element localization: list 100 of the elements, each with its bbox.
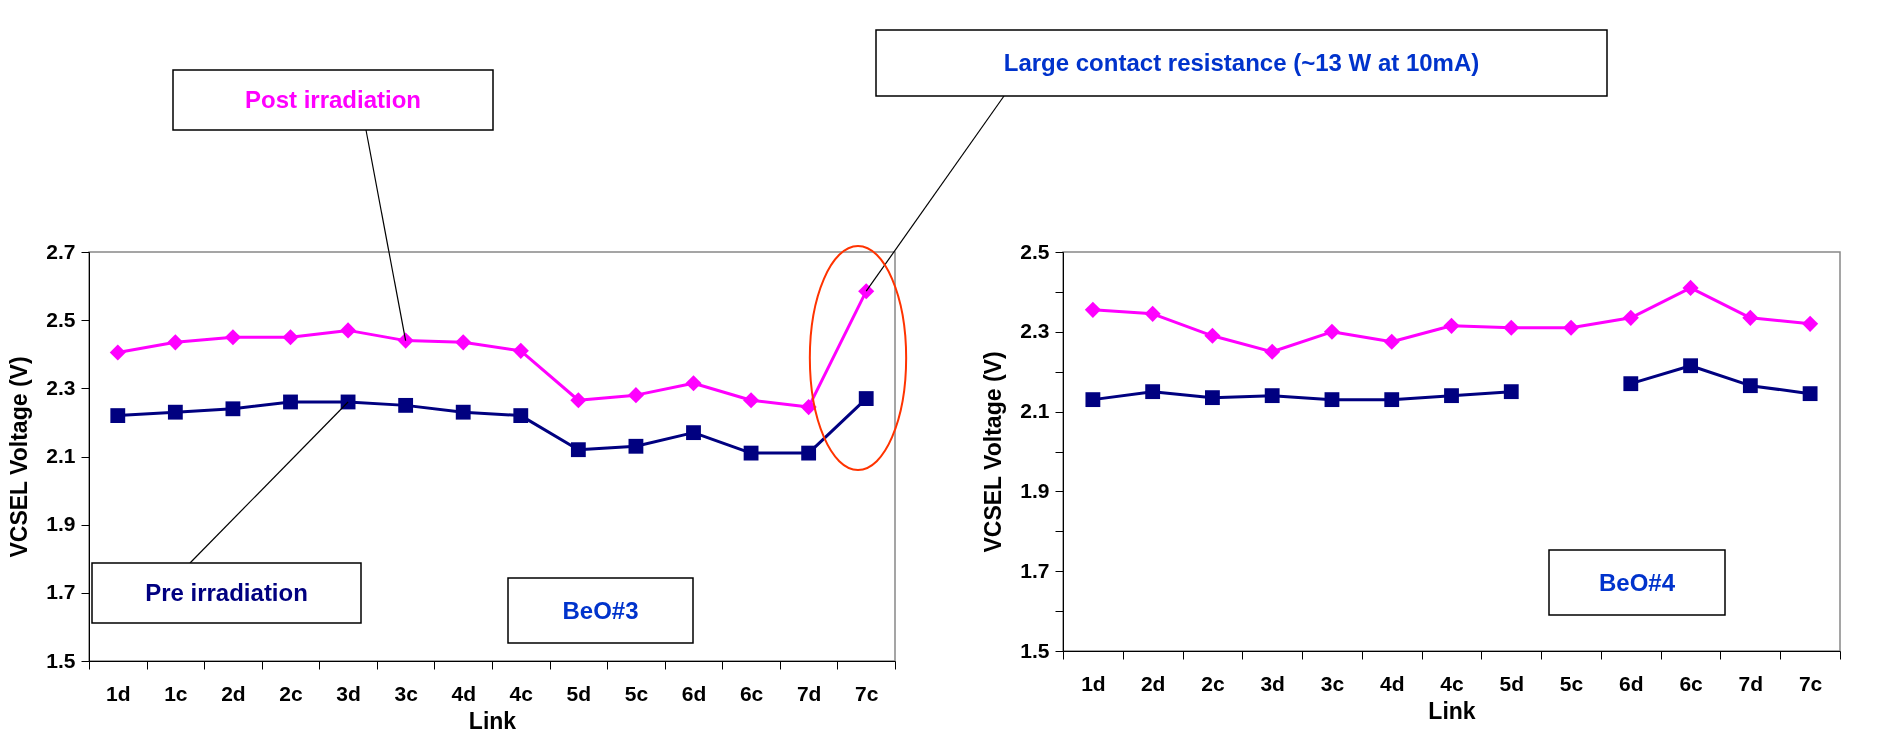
point (167, 334, 184, 351)
x-tick-label: 6c (739, 681, 764, 705)
point (397, 332, 414, 349)
point (1383, 333, 1400, 350)
y-tick-label: 2.1 (46, 444, 76, 467)
y-tick-label: 2.3 (46, 375, 76, 399)
x-tick-label: 2d (1140, 671, 1166, 695)
point (1324, 392, 1340, 408)
x-tick-label: 7c (1798, 671, 1823, 695)
point (1384, 392, 1400, 408)
point (455, 334, 472, 351)
x-tick-label: 6d (1619, 671, 1644, 695)
x-tick-label: 3c (1320, 671, 1345, 695)
y-tick-label: 1.5 (46, 648, 76, 672)
x-tick-label: 3c (394, 681, 419, 705)
point (686, 425, 701, 441)
point (1204, 327, 1221, 344)
x-tick-label: 3d (1260, 671, 1285, 695)
x-tick-label: 4c (509, 681, 534, 705)
point (627, 387, 644, 404)
y-tick-label: 1.7 (46, 580, 76, 604)
point (1323, 323, 1341, 340)
x-tick-label: 5c (624, 681, 649, 705)
y-axis-title: VCSEL Voltage (V) (980, 351, 1007, 553)
point (455, 404, 471, 420)
x-tick-label: 7d (796, 681, 822, 705)
x-tick-label: 1d (106, 681, 131, 705)
point (1144, 305, 1161, 322)
x-tick-label: 7c (855, 681, 879, 705)
point (1503, 319, 1520, 336)
point (1084, 301, 1101, 318)
y-tick-label: 1.9 (1020, 478, 1050, 502)
y-tick-label: 2.5 (1020, 239, 1050, 263)
y-tick-label: 1.5 (1020, 638, 1050, 662)
x-tick-label: 4d (1379, 671, 1405, 695)
annotation: BeO#3 (562, 596, 639, 624)
point (1085, 392, 1101, 408)
y-tick-label: 2.7 (46, 239, 76, 263)
point (282, 329, 299, 346)
point (1145, 384, 1161, 400)
x-tick-label: 1d (1081, 671, 1106, 695)
point (570, 392, 587, 409)
point (743, 445, 759, 461)
point (167, 404, 183, 420)
point (1205, 390, 1220, 406)
y-axis-title: VCSEL Voltage (V) (6, 356, 33, 558)
point (1802, 386, 1818, 402)
point (801, 445, 817, 461)
point (800, 399, 817, 416)
point (225, 401, 241, 417)
point (1742, 309, 1759, 326)
y-tick-label: 2.1 (1020, 399, 1050, 423)
point (685, 375, 702, 392)
text: Pre irradiation (145, 579, 308, 606)
x-tick-label: 6c (1679, 671, 1704, 695)
point (1444, 388, 1459, 404)
point (109, 344, 126, 361)
x-tick-label: 2c (1201, 671, 1225, 695)
x-tick-label: 5c (1559, 671, 1584, 695)
x-tick-label: 2d (221, 681, 246, 705)
point (1443, 317, 1460, 334)
point (1622, 309, 1639, 326)
y-tick-label: 2.5 (46, 307, 76, 331)
point (1623, 376, 1639, 392)
x-tick-label: 4d (451, 681, 476, 705)
y-tick-label: 1.7 (1020, 558, 1050, 582)
point (1503, 384, 1519, 400)
point (743, 392, 760, 409)
x-tick-label: 6d (681, 681, 707, 705)
point (513, 408, 529, 424)
point (570, 442, 586, 458)
x-tick-label: 5d (1499, 671, 1525, 695)
x-tick-label: 7d (1738, 671, 1764, 695)
point (224, 329, 241, 346)
point (1682, 279, 1699, 296)
x-tick-label: 5d (566, 681, 592, 705)
point (1742, 378, 1758, 394)
point (1683, 358, 1698, 374)
x-tick-label: 2c (279, 681, 303, 705)
annotation: BeO#4 (1598, 568, 1676, 596)
x-axis-title: Link (468, 707, 517, 734)
point (1562, 319, 1580, 336)
annotation: Large contact resistance (~13 W at 10mA) (1003, 49, 1480, 76)
y-tick-label: 1.9 (46, 512, 76, 536)
text: Post irradiation (244, 86, 422, 113)
y-tick-label: 2.3 (1020, 319, 1050, 343)
point (340, 322, 357, 339)
point (858, 283, 875, 300)
point (628, 438, 644, 454)
point (398, 397, 414, 413)
x-tick-label: 3d (336, 681, 361, 705)
point (1264, 343, 1281, 360)
point (110, 408, 126, 424)
x-tick-label: 4c (1440, 671, 1464, 695)
point (283, 394, 298, 410)
point (858, 391, 874, 406)
x-axis-title: Link (1428, 697, 1476, 724)
x-tick-label: 1c (164, 681, 188, 705)
point (512, 342, 529, 359)
point (1264, 388, 1280, 404)
